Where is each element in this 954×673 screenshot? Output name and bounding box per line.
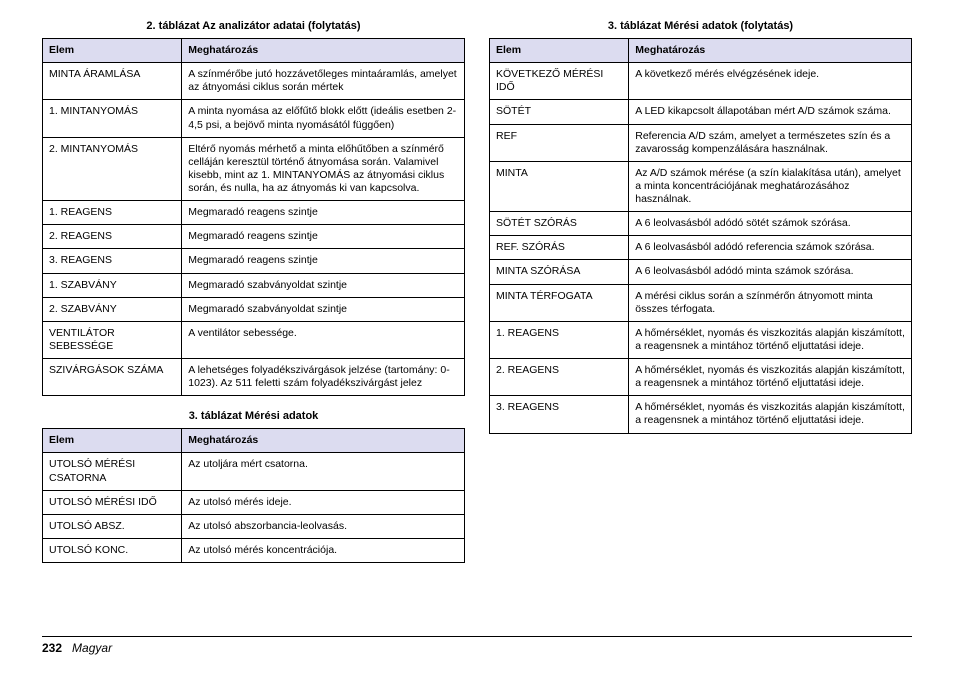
cell-elem: SZIVÁRGÁSOK SZÁMA xyxy=(43,359,182,396)
table-row: SZIVÁRGÁSOK SZÁMAA lehetséges folyadéksz… xyxy=(43,359,465,396)
table-row: MINTA ÁRAMLÁSAA színmérőbe jutó hozzávet… xyxy=(43,63,465,100)
left-column: 2. táblázat Az analizátor adatai (folyta… xyxy=(42,18,465,577)
table-1: Elem Meghatározás MINTA ÁRAMLÁSAA színmé… xyxy=(42,38,465,396)
table-2-title: 3. táblázat Mérési adatok xyxy=(42,410,465,422)
cell-elem: UTOLSÓ MÉRÉSI IDŐ xyxy=(43,490,182,514)
cell-elem: 1. SZABVÁNY xyxy=(43,273,182,297)
cell-elem: 2. MINTANYOMÁS xyxy=(43,137,182,201)
cell-def: A hőmérséklet, nyomás és viszkozitás ala… xyxy=(629,359,912,396)
table-row: 1. MINTANYOMÁSA minta nyomása az előfűtő… xyxy=(43,100,465,137)
cell-def: Az utolsó mérés ideje. xyxy=(182,490,465,514)
cell-def: A ventilátor sebessége. xyxy=(182,321,465,358)
table-3-header-def: Meghatározás xyxy=(629,39,912,63)
page-language: Magyar xyxy=(72,641,112,655)
table-2: Elem Meghatározás UTOLSÓ MÉRÉSI CSATORNA… xyxy=(42,428,465,563)
table-row: 1. SZABVÁNYMegmaradó szabványoldat szint… xyxy=(43,273,465,297)
cell-elem: MINTA ÁRAMLÁSA xyxy=(43,63,182,100)
table-row: KÖVETKEZŐ MÉRÉSI IDŐA következő mérés el… xyxy=(490,63,912,100)
table-1-header-def: Meghatározás xyxy=(182,39,465,63)
table-row: 1. REAGENSA hőmérséklet, nyomás és viszk… xyxy=(490,321,912,358)
cell-def: Az utolsó abszorbancia-leolvasás. xyxy=(182,514,465,538)
table-3-header-elem: Elem xyxy=(490,39,629,63)
cell-elem: UTOLSÓ KONC. xyxy=(43,538,182,562)
cell-def: A minta nyomása az előfűtő blokk előtt (… xyxy=(182,100,465,137)
cell-def: A 6 leolvasásból adódó sötét számok szór… xyxy=(629,212,912,236)
cell-def: A 6 leolvasásból adódó minta számok szór… xyxy=(629,260,912,284)
table-2-header-elem: Elem xyxy=(43,429,182,453)
cell-def: Az A/D számok mérése (a szín kialakítása… xyxy=(629,161,912,211)
table-row: UTOLSÓ MÉRÉSI IDŐAz utolsó mérés ideje. xyxy=(43,490,465,514)
cell-elem: UTOLSÓ MÉRÉSI CSATORNA xyxy=(43,453,182,490)
table-1-title: 2. táblázat Az analizátor adatai (folyta… xyxy=(42,20,465,32)
cell-elem: MINTA SZÓRÁSA xyxy=(490,260,629,284)
table-row: REF. SZÓRÁSA 6 leolvasásból adódó refere… xyxy=(490,236,912,260)
table-row: UTOLSÓ KONC.Az utolsó mérés koncentráció… xyxy=(43,538,465,562)
cell-elem: MINTA TÉRFOGATA xyxy=(490,284,629,321)
table-row: REFReferencia A/D szám, amelyet a termés… xyxy=(490,124,912,161)
right-column: 3. táblázat Mérési adatok (folytatás) El… xyxy=(489,18,912,577)
table-row: VENTILÁTOR SEBESSÉGEA ventilátor sebessé… xyxy=(43,321,465,358)
cell-elem: 2. REAGENS xyxy=(43,225,182,249)
cell-elem: 3. REAGENS xyxy=(43,249,182,273)
table-row: UTOLSÓ ABSZ.Az utolsó abszorbancia-leolv… xyxy=(43,514,465,538)
table-3-title: 3. táblázat Mérési adatok (folytatás) xyxy=(489,20,912,32)
page-content: 2. táblázat Az analizátor adatai (folyta… xyxy=(0,0,954,577)
cell-def: Referencia A/D szám, amelyet a természet… xyxy=(629,124,912,161)
cell-def: Megmaradó szabványoldat szintje xyxy=(182,273,465,297)
cell-elem: SÖTÉT SZÓRÁS xyxy=(490,212,629,236)
cell-def: Megmaradó reagens szintje xyxy=(182,225,465,249)
cell-def: Az utoljára mért csatorna. xyxy=(182,453,465,490)
page-footer: 232 Magyar xyxy=(42,636,912,655)
cell-def: Eltérő nyomás mérhető a minta előhűtőben… xyxy=(182,137,465,201)
page-number: 232 xyxy=(42,641,62,655)
table-row: SÖTÉT SZÓRÁSA 6 leolvasásból adódó sötét… xyxy=(490,212,912,236)
table-row: MINTA SZÓRÁSAA 6 leolvasásból adódó mint… xyxy=(490,260,912,284)
cell-def: A következő mérés elvégzésének ideje. xyxy=(629,63,912,100)
cell-elem: 2. SZABVÁNY xyxy=(43,297,182,321)
cell-elem: REF xyxy=(490,124,629,161)
table-3-body: KÖVETKEZŐ MÉRÉSI IDŐA következő mérés el… xyxy=(490,63,912,433)
cell-elem: KÖVETKEZŐ MÉRÉSI IDŐ xyxy=(490,63,629,100)
table-2-header-def: Meghatározás xyxy=(182,429,465,453)
cell-def: A 6 leolvasásból adódó referencia számok… xyxy=(629,236,912,260)
cell-elem: REF. SZÓRÁS xyxy=(490,236,629,260)
cell-elem: MINTA xyxy=(490,161,629,211)
table-row: 2. SZABVÁNYMegmaradó szabványoldat szint… xyxy=(43,297,465,321)
cell-def: Megmaradó reagens szintje xyxy=(182,201,465,225)
cell-elem: 3. REAGENS xyxy=(490,396,629,433)
cell-def: Megmaradó reagens szintje xyxy=(182,249,465,273)
cell-def: A LED kikapcsolt állapotában mért A/D sz… xyxy=(629,100,912,124)
cell-def: A hőmérséklet, nyomás és viszkozitás ala… xyxy=(629,321,912,358)
cell-elem: SÖTÉT xyxy=(490,100,629,124)
table-row: MINTAAz A/D számok mérése (a szín kialak… xyxy=(490,161,912,211)
cell-def: Megmaradó szabványoldat szintje xyxy=(182,297,465,321)
table-row: 3. REAGENSMegmaradó reagens szintje xyxy=(43,249,465,273)
table-row: 2. MINTANYOMÁSEltérő nyomás mérhető a mi… xyxy=(43,137,465,201)
table-2-body: UTOLSÓ MÉRÉSI CSATORNAAz utoljára mért c… xyxy=(43,453,465,563)
cell-def: Az utolsó mérés koncentrációja. xyxy=(182,538,465,562)
table-row: 3. REAGENSA hőmérséklet, nyomás és viszk… xyxy=(490,396,912,433)
table-row: 2. REAGENSA hőmérséklet, nyomás és viszk… xyxy=(490,359,912,396)
cell-def: A lehetséges folyadékszivárgások jelzése… xyxy=(182,359,465,396)
table-row: UTOLSÓ MÉRÉSI CSATORNAAz utoljára mért c… xyxy=(43,453,465,490)
cell-elem: 1. REAGENS xyxy=(490,321,629,358)
table-3: Elem Meghatározás KÖVETKEZŐ MÉRÉSI IDŐA … xyxy=(489,38,912,434)
cell-elem: 1. REAGENS xyxy=(43,201,182,225)
table-row: MINTA TÉRFOGATAA mérési ciklus során a s… xyxy=(490,284,912,321)
cell-elem: UTOLSÓ ABSZ. xyxy=(43,514,182,538)
table-row: SÖTÉTA LED kikapcsolt állapotában mért A… xyxy=(490,100,912,124)
cell-def: A színmérőbe jutó hozzávetőleges mintaár… xyxy=(182,63,465,100)
table-row: 2. REAGENSMegmaradó reagens szintje xyxy=(43,225,465,249)
cell-elem: 1. MINTANYOMÁS xyxy=(43,100,182,137)
table-1-body: MINTA ÁRAMLÁSAA színmérőbe jutó hozzávet… xyxy=(43,63,465,396)
cell-def: A mérési ciklus során a színmérőn átnyom… xyxy=(629,284,912,321)
cell-elem: 2. REAGENS xyxy=(490,359,629,396)
table-1-header-elem: Elem xyxy=(43,39,182,63)
cell-elem: VENTILÁTOR SEBESSÉGE xyxy=(43,321,182,358)
table-row: 1. REAGENSMegmaradó reagens szintje xyxy=(43,201,465,225)
cell-def: A hőmérséklet, nyomás és viszkozitás ala… xyxy=(629,396,912,433)
